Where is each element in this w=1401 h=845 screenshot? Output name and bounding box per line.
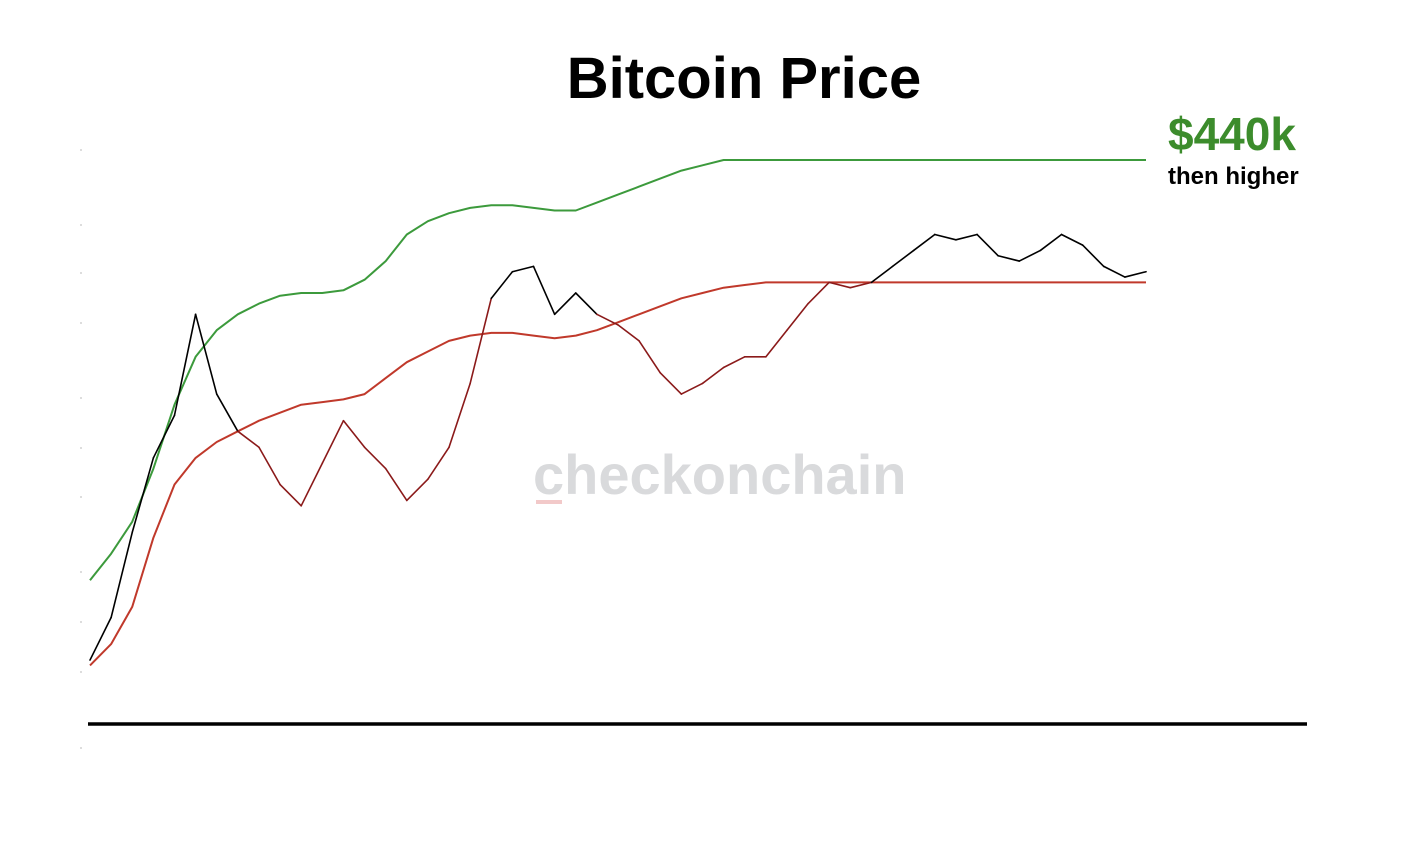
- price-line-segment: [933, 233, 957, 241]
- price-line-segment: [1039, 233, 1063, 252]
- price-line-segment: [427, 446, 450, 481]
- price-line-segment: [912, 233, 936, 252]
- price-line-segment: [1102, 265, 1126, 278]
- price-line-segment: [1060, 233, 1084, 246]
- price-line-segment: [152, 414, 176, 459]
- price-line-segment: [701, 366, 725, 385]
- price-line-segment: [131, 457, 155, 534]
- price-line-segment: [765, 329, 788, 358]
- price-line-segment: [342, 419, 366, 449]
- annotation-price-target: $440k: [1168, 108, 1296, 160]
- price-line-segment: [173, 313, 197, 417]
- price-line-segment: [279, 483, 303, 507]
- price-line-segment: [680, 382, 704, 395]
- lower-band-line: [89, 281, 1146, 667]
- series-layer: [89, 159, 1147, 667]
- watermark: checkonchain: [533, 443, 906, 506]
- price-line-segment: [574, 292, 598, 316]
- watermark-accent: [536, 500, 562, 504]
- price-line-segment: [300, 462, 324, 507]
- upper-band-line: [89, 159, 1146, 581]
- price-line-segment: [553, 292, 577, 316]
- price-line-segment: [237, 430, 260, 449]
- price-line-segment: [384, 467, 408, 502]
- price-line-segment: [194, 313, 218, 395]
- annotation-then-higher: then higher: [1168, 163, 1299, 190]
- price-line-segment: [532, 265, 556, 316]
- price-line-segment: [448, 382, 471, 449]
- price-line-segment: [997, 254, 1021, 262]
- price-line-segment: [955, 233, 978, 241]
- price-line-segment: [870, 265, 894, 284]
- price-line-segment: [469, 297, 493, 385]
- price-line-segment: [617, 324, 640, 342]
- price-line-segment: [976, 233, 999, 257]
- price-line-segment: [722, 356, 746, 369]
- price-line-segment: [258, 446, 281, 486]
- price-line-segment: [638, 340, 662, 374]
- price-line-segment: [490, 270, 514, 300]
- price-line-segment: [1124, 270, 1147, 278]
- price-line-segment: [89, 616, 112, 661]
- price-line-segment: [1018, 249, 1042, 262]
- price-line-segment: [596, 313, 619, 326]
- price-line-segment: [828, 281, 852, 289]
- price-line-segment: [891, 249, 915, 268]
- price-line-segment: [110, 531, 134, 619]
- chart-title: Bitcoin Price: [567, 46, 922, 111]
- price-line-segment: [659, 371, 683, 395]
- y-axis-tick-marks: [80, 149, 82, 749]
- price-line-segment: [215, 393, 239, 433]
- price-line-segment: [405, 478, 429, 502]
- price-line-segment: [786, 302, 809, 332]
- price-line-segment: [321, 419, 345, 465]
- price-line-segment: [807, 281, 831, 305]
- price-line-segment: [849, 281, 873, 289]
- price-line-segment: [1081, 244, 1105, 268]
- price-line-segment: [511, 265, 535, 273]
- price-line-segment: [363, 446, 387, 470]
